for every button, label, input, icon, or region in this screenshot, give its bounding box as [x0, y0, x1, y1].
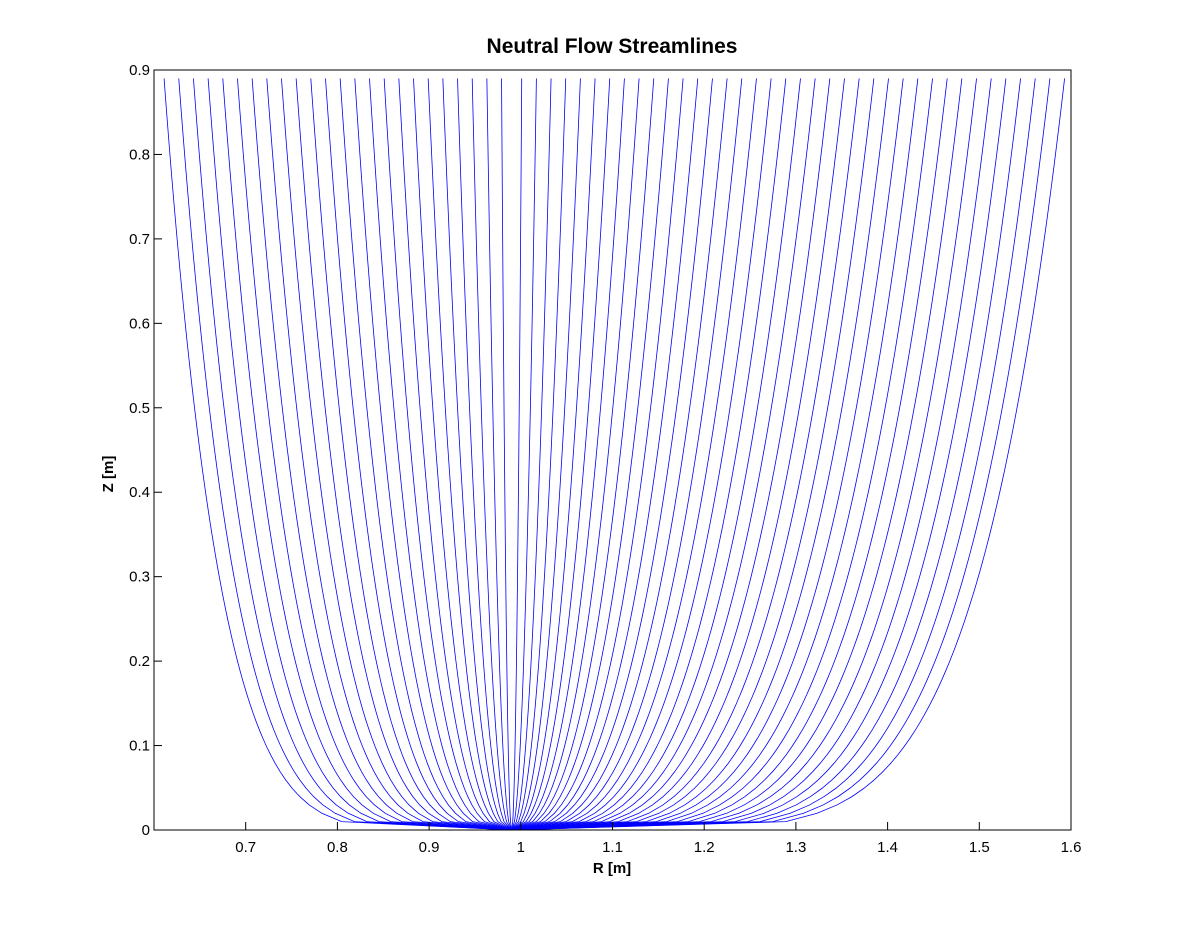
streamline — [511, 78, 596, 831]
streamline — [511, 78, 1065, 831]
streamline — [511, 78, 772, 831]
streamline — [511, 78, 581, 831]
x-tick-label: 0.8 — [327, 839, 348, 856]
streamline — [511, 78, 831, 831]
y-tick-label: 0.2 — [129, 653, 150, 670]
streamline — [511, 78, 977, 831]
x-tick-label: 1.3 — [785, 839, 806, 856]
streamline — [511, 78, 1051, 831]
streamline — [486, 78, 513, 831]
streamline — [511, 78, 757, 831]
streamline — [511, 78, 963, 831]
streamline — [511, 78, 611, 831]
y-tick-label: 0.3 — [129, 569, 150, 586]
streamline — [511, 78, 669, 831]
x-tick-label: 1.2 — [694, 839, 715, 856]
streamline — [511, 78, 948, 831]
streamline — [163, 78, 512, 831]
y-tick-label: 0.7 — [129, 231, 150, 248]
streamline — [339, 78, 512, 831]
streamline — [511, 78, 889, 831]
streamline — [511, 78, 801, 831]
streamline — [511, 78, 743, 831]
streamline — [383, 78, 512, 831]
streamline — [511, 78, 992, 831]
streamline — [511, 78, 845, 831]
streamline — [413, 78, 512, 831]
streamline — [511, 78, 699, 831]
streamline — [354, 78, 512, 831]
streamline — [511, 78, 787, 831]
streamline — [193, 78, 512, 831]
streamline — [178, 78, 512, 831]
y-tick-label: 0.6 — [129, 315, 150, 332]
streamline — [511, 78, 875, 831]
x-tick-label: 1.1 — [602, 839, 623, 856]
y-tick-label: 0.4 — [129, 484, 150, 501]
streamline — [511, 78, 919, 831]
y-tick-label: 0.5 — [129, 400, 150, 417]
y-tick-label: 0 — [142, 822, 150, 839]
streamline — [511, 78, 1036, 831]
plot-frame — [153, 69, 1072, 831]
streamline — [295, 78, 512, 831]
streamline — [511, 78, 933, 831]
streamline — [511, 78, 523, 831]
streamline — [511, 78, 1007, 831]
streamline — [511, 78, 684, 831]
streamline — [251, 78, 512, 831]
streamline — [511, 78, 860, 831]
streamline — [511, 78, 1021, 831]
streamline — [511, 78, 904, 831]
streamline — [511, 78, 655, 831]
chart-title: Neutral Flow Streamlines — [487, 35, 738, 58]
y-axis-label: Z [m] — [100, 456, 117, 493]
streamline — [501, 78, 513, 831]
streamline — [310, 78, 512, 831]
x-tick-label: 1.4 — [877, 839, 898, 856]
x-axis-label: R [m] — [593, 860, 631, 877]
x-tick-label: 1 — [517, 839, 525, 856]
streamline — [237, 78, 512, 831]
streamline — [511, 78, 728, 831]
streamline — [427, 78, 512, 831]
streamline — [207, 78, 512, 831]
x-tick-label: 0.9 — [419, 839, 440, 856]
y-tick-label: 0.9 — [129, 62, 150, 79]
streamline — [281, 78, 512, 831]
streamline — [511, 78, 816, 831]
streamline — [511, 78, 640, 831]
streamline — [398, 78, 512, 831]
streamline — [471, 78, 512, 831]
y-axis-ticks: 0 0.1 0.2 0.3 0.4 0.5 0.6 0.7 0.8 0.9 — [129, 62, 162, 839]
streamline — [369, 78, 512, 831]
x-tick-label: 0.7 — [235, 839, 256, 856]
streamline — [511, 78, 552, 831]
streamline — [511, 78, 713, 831]
streamline — [222, 78, 512, 831]
x-tick-label: 1.6 — [1061, 839, 1082, 856]
y-tick-label: 0.8 — [129, 146, 150, 163]
streamlines-group — [163, 78, 1065, 831]
streamline — [325, 78, 512, 831]
streamline — [511, 78, 567, 831]
x-tick-label: 1.5 — [969, 839, 990, 856]
streamline — [511, 78, 625, 831]
streamline — [442, 78, 512, 831]
x-axis-ticks: 0.7 0.8 0.9 1 1.1 1.2 1.3 1.4 1.5 1.6 — [235, 822, 1081, 856]
streamline — [266, 78, 512, 831]
streamline — [511, 78, 537, 831]
streamline — [457, 78, 512, 831]
y-tick-label: 0.1 — [129, 738, 150, 755]
